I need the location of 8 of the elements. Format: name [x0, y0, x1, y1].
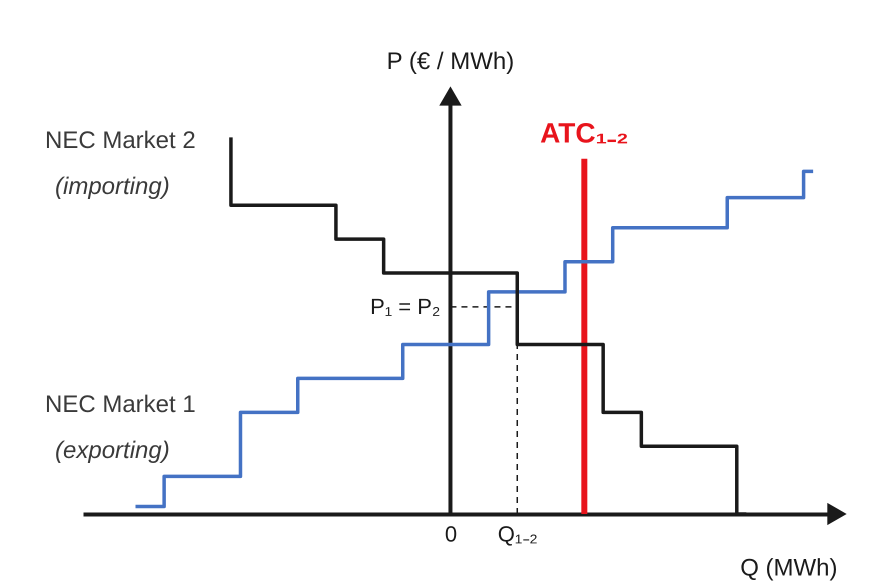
x-tick-label: Q₁₋₂ — [498, 522, 538, 546]
x-axis-title: Q (MWh) — [740, 554, 838, 582]
y-axis-title: P (€ / MWh) — [386, 48, 514, 75]
series-label: NEC Market 2 (importing) — [45, 127, 196, 200]
ref-line-label: P₁ = P₂ — [370, 294, 440, 319]
series-label: NEC Market 1 (exporting) — [45, 390, 196, 464]
x-tick-label: 0 — [444, 522, 458, 546]
annotation: ATC₁₋₂ — [540, 118, 629, 149]
